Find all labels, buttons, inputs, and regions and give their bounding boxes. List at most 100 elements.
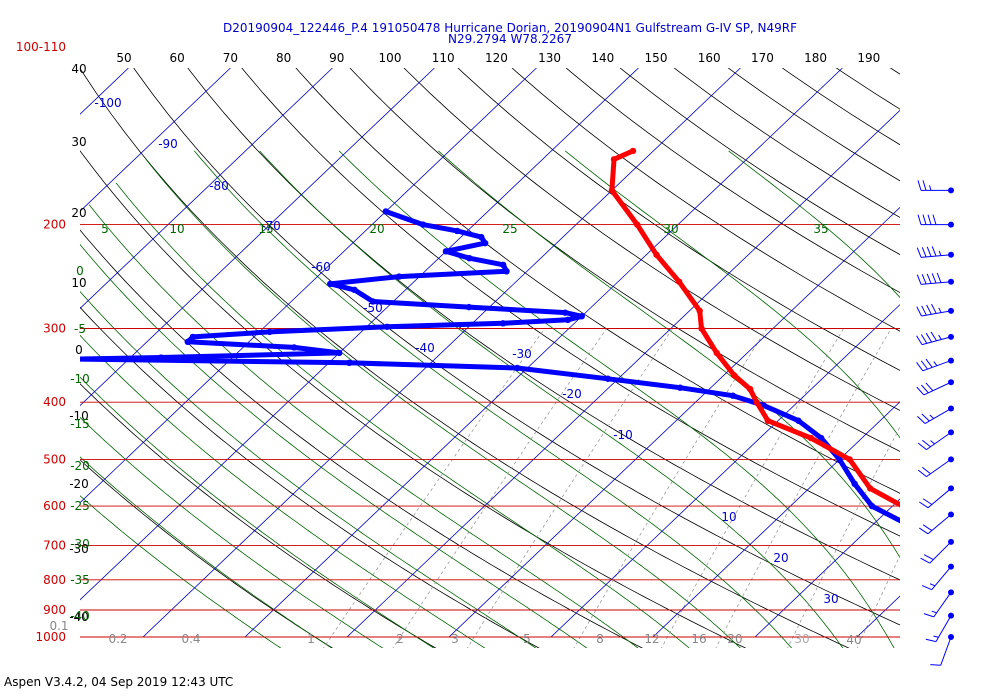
mixing-ratio-line xyxy=(920,329,1000,650)
dry-adiabat-line xyxy=(349,68,900,452)
temperature-profile-point xyxy=(653,251,660,258)
wind-barb-flag xyxy=(921,247,927,258)
wind-barb-half-flag xyxy=(938,250,942,256)
temperature-profile-point xyxy=(866,485,874,492)
moist-adiabat-label: -30 xyxy=(70,537,90,551)
dewpoint-profile-point xyxy=(453,227,461,235)
moist-adiabat-line xyxy=(80,290,537,648)
mixing-ratio-line xyxy=(715,328,892,648)
dewpoint-profile-point xyxy=(189,333,197,341)
isotherm-line xyxy=(448,206,900,638)
dewpoint-profile-point xyxy=(979,592,985,598)
left-axis-label: -30 xyxy=(69,542,89,556)
wind-barb-flag xyxy=(916,306,922,317)
wind-barb-half-flag xyxy=(933,361,938,367)
moist-adiabat-label: -35 xyxy=(70,573,90,587)
top-theta-label: 160 xyxy=(698,51,721,65)
pressure-label: 100-110 xyxy=(16,40,66,54)
dewpoint-profile-point xyxy=(929,542,935,548)
wind-barb-flag xyxy=(923,613,934,618)
dewpoint-profile-point xyxy=(184,338,191,346)
pressure-label: 300 xyxy=(43,322,66,336)
moist-adiabat-line xyxy=(80,334,486,648)
moist-adiabat-line xyxy=(88,204,639,648)
chart-subtitle: N29.2794 W78.2267 xyxy=(448,32,572,46)
dewpoint-profile-point xyxy=(795,417,802,424)
dewpoint-profile-line xyxy=(80,209,900,524)
top-theta-label: 190 xyxy=(857,51,880,65)
wind-barb-half-flag xyxy=(933,635,939,638)
wind-barb-flag xyxy=(931,246,937,257)
wind-barb-flag xyxy=(919,527,929,535)
wind-barb-flag xyxy=(936,272,942,283)
wind-barb-staff xyxy=(940,636,952,666)
wind-barb-flag xyxy=(922,214,927,225)
wind-barb-flag xyxy=(932,214,937,225)
wind-barb-half-flag xyxy=(929,185,932,191)
dry-adiabat-line xyxy=(80,68,850,648)
wind-barb-flag xyxy=(920,557,931,564)
left-axis-label: -10 xyxy=(69,409,89,423)
dry-adiabat-line xyxy=(403,68,900,411)
wind-barb-flag xyxy=(931,303,937,314)
dewpoint-profile-point xyxy=(327,280,334,288)
dewpoint-profile-point xyxy=(578,313,585,320)
dewpoint-profile-point xyxy=(561,309,569,316)
wind-barb-half-flag xyxy=(930,440,935,445)
mixing-ratio-line xyxy=(392,328,607,648)
wind-barb xyxy=(917,429,954,451)
dewpoint-profile-point xyxy=(564,316,572,324)
wind-barb-flag xyxy=(917,214,922,225)
temperature-profile-point xyxy=(985,577,991,583)
pressure-label: 900 xyxy=(43,603,66,617)
moist-adiabat-top-label: 10 xyxy=(169,222,184,236)
dewpoint-profile-point xyxy=(499,320,507,327)
left-axis-label: -20 xyxy=(69,477,89,491)
dewpoint-profile-point xyxy=(604,375,612,382)
temperature-profile-point xyxy=(730,372,738,379)
top-theta-label: 170 xyxy=(751,51,774,65)
dewpoint-profile-point xyxy=(836,456,843,463)
wind-barb-flag xyxy=(916,247,922,258)
dewpoint-profile-point xyxy=(80,356,82,362)
temperature-profile-point xyxy=(629,147,637,155)
mixing-ratio-line xyxy=(856,554,900,648)
wind-barb-flag xyxy=(922,498,933,505)
mixing-ratio-line xyxy=(787,426,900,648)
wind-barb-flag xyxy=(931,273,937,284)
isotherm-label: -30 xyxy=(512,347,532,361)
wind-barb xyxy=(917,405,954,424)
left-axis-label: 20 xyxy=(71,206,86,220)
dewpoint-profile-point xyxy=(336,349,343,357)
temperature-profile-point xyxy=(713,349,720,357)
temperature-profile-line xyxy=(609,148,900,508)
isotherm-label: -50 xyxy=(363,301,383,315)
dry-adiabat-line xyxy=(565,68,900,294)
wind-barb-flag xyxy=(919,501,929,509)
wind-barb-flag xyxy=(930,331,937,342)
wind-barb xyxy=(925,612,954,643)
dry-adiabat-line xyxy=(80,306,540,648)
temperature-profile-point xyxy=(807,434,815,442)
wind-barb-flag xyxy=(926,304,932,315)
wind-barb-flag xyxy=(917,469,927,477)
top-theta-label: 150 xyxy=(645,51,668,65)
dry-adiabat-line xyxy=(511,68,900,332)
isotherm-line xyxy=(80,68,435,407)
top-theta-label: 100 xyxy=(379,51,402,65)
temperature-profile-point xyxy=(610,156,618,163)
wind-barb-flag xyxy=(925,332,933,343)
isotherm-line xyxy=(80,68,231,212)
wind-barb-flag xyxy=(921,274,927,285)
wind-barb xyxy=(930,634,954,666)
dewpoint-profile-point xyxy=(369,298,377,305)
pressure-label: 200 xyxy=(43,218,66,232)
dry-adiabat-line xyxy=(80,383,437,648)
dewpoint-profile-point xyxy=(676,384,684,391)
moist-adiabat-line xyxy=(80,495,282,648)
dry-adiabat-line xyxy=(973,20,1000,650)
moist-adiabat-label: -20 xyxy=(70,459,90,473)
temperature-profile-point xyxy=(698,325,705,332)
dry-adiabat-line xyxy=(781,68,900,146)
wind-barb-flag xyxy=(925,382,934,392)
